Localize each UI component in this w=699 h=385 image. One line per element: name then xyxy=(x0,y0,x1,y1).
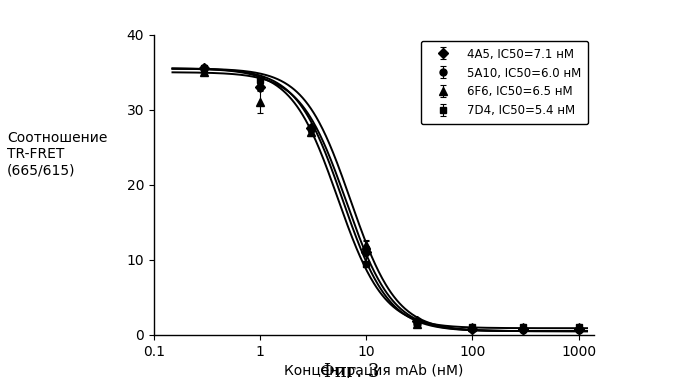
Text: Фиг. 3: Фиг. 3 xyxy=(320,363,379,381)
X-axis label: Концентрация mAb (нМ): Концентрация mAb (нМ) xyxy=(284,364,463,378)
Text: Соотношение
TR-FRET
(665/615): Соотношение TR-FRET (665/615) xyxy=(7,131,108,177)
Legend: 4A5, IC50=7.1 нМ, 5A10, IC50=6.0 нМ, 6F6, IC50=6.5 нМ, 7D4, IC50=5.4 нМ: 4A5, IC50=7.1 нМ, 5A10, IC50=6.0 нМ, 6F6… xyxy=(421,40,589,124)
